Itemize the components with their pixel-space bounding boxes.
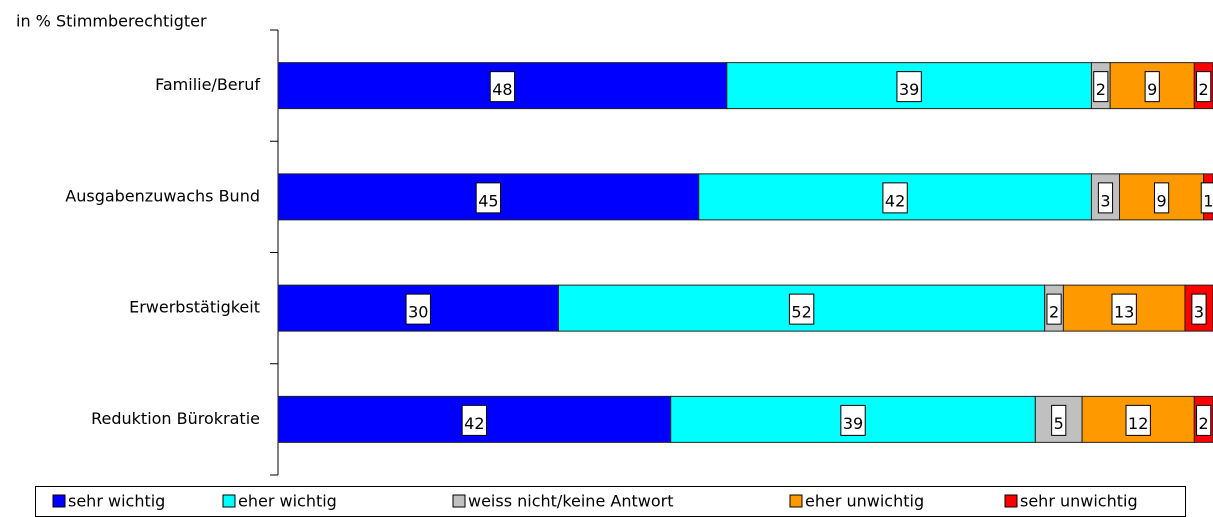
data-label-box <box>1097 182 1114 214</box>
data-label-box <box>1200 182 1213 214</box>
legend-swatch <box>1004 494 1018 508</box>
data-label: 2 <box>1199 414 1209 433</box>
data-label: 12 <box>1128 414 1148 433</box>
legend-swatch <box>452 494 466 508</box>
legend-label: sehr wichtig <box>68 492 165 511</box>
data-label-box <box>840 404 866 436</box>
data-label: 45 <box>478 191 498 210</box>
data-label: 2 <box>1049 303 1059 322</box>
axis-label: in % Stimmberechtigter <box>16 12 207 31</box>
data-label-box <box>1191 293 1207 325</box>
data-label-box <box>882 182 908 214</box>
data-label-box <box>461 404 488 436</box>
data-label: 5 <box>1054 414 1064 433</box>
data-label: 3 <box>1100 191 1110 210</box>
data-label-box <box>788 293 815 325</box>
data-label: 1 <box>1203 191 1213 210</box>
y-tick-label: Reduktion Bürokratie <box>91 409 260 428</box>
legend-swatch <box>789 494 803 508</box>
legend-swatch <box>52 494 66 508</box>
data-label: 39 <box>843 414 863 433</box>
data-label: 42 <box>464 414 484 433</box>
data-label-box <box>1196 71 1212 103</box>
data-label: 39 <box>899 80 919 99</box>
data-label: 2 <box>1096 80 1106 99</box>
data-label-box <box>475 182 502 214</box>
data-label: 13 <box>1114 303 1134 322</box>
data-label: 2 <box>1199 80 1209 99</box>
data-label: 42 <box>885 191 905 210</box>
data-label-box <box>896 71 922 103</box>
y-tick-label: Erwerbstätigkeit <box>129 298 260 317</box>
y-tick-label: Familie/Beruf <box>155 75 260 94</box>
data-label: 3 <box>1194 303 1204 322</box>
data-label-box <box>1051 404 1067 436</box>
y-tick-label: Ausgabenzuwachs Bund <box>65 186 260 205</box>
data-label: 52 <box>791 303 811 322</box>
legend-label: eher wichtig <box>238 492 337 511</box>
data-label-box <box>1046 293 1062 325</box>
data-label: 30 <box>408 303 428 322</box>
data-label: 48 <box>492 80 512 99</box>
data-label-box <box>405 293 431 325</box>
data-label-box <box>1093 71 1109 103</box>
legend-label: weiss nicht/keine Antwort <box>468 492 673 511</box>
data-label: 9 <box>1147 80 1157 99</box>
legend-label: sehr unwichtig <box>1020 492 1138 511</box>
legend-swatch <box>222 494 236 508</box>
data-label-box <box>1153 182 1170 214</box>
data-label-box <box>1144 71 1160 103</box>
data-label: 9 <box>1156 191 1166 210</box>
data-label-box <box>489 71 516 103</box>
legend-label: eher unwichtig <box>805 492 924 511</box>
data-label-box <box>1125 404 1151 436</box>
data-label-box <box>1111 293 1137 325</box>
data-label-box <box>1196 404 1212 436</box>
